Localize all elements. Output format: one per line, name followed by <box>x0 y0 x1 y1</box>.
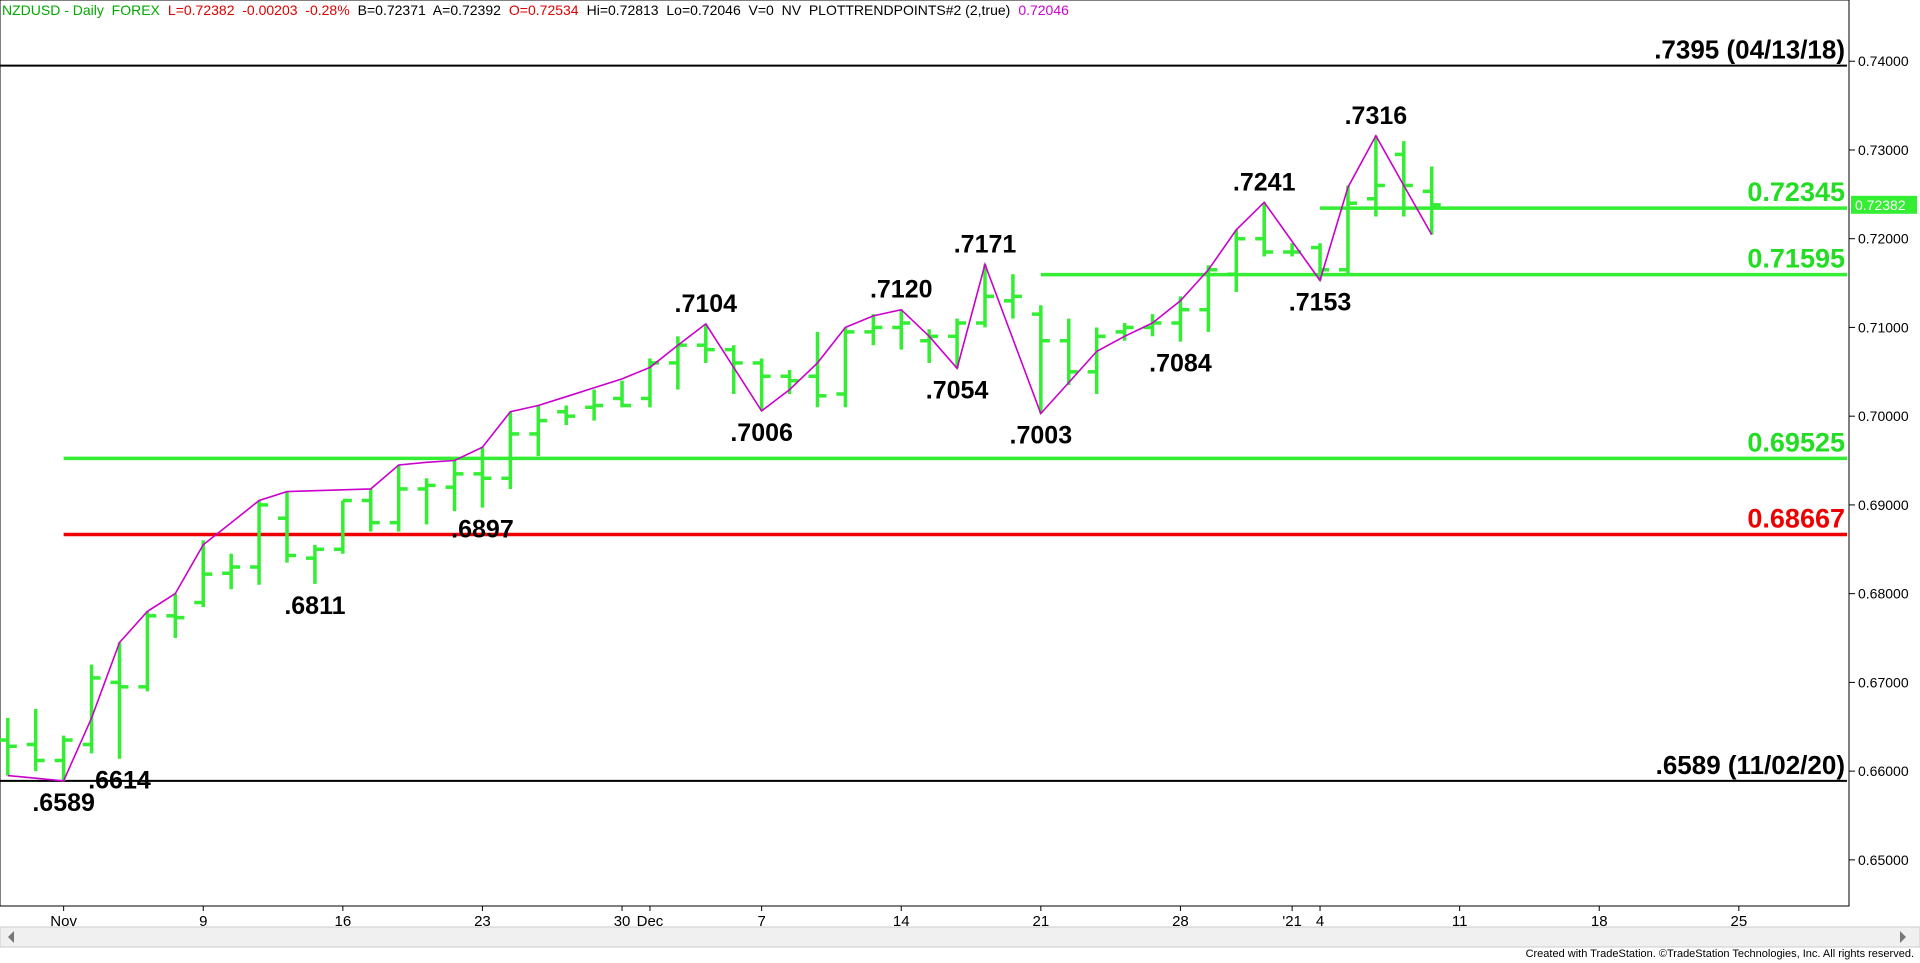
x-tick-label: Nov <box>50 913 77 930</box>
x-tick-label: 28 <box>1172 913 1189 930</box>
plot-area <box>0 0 1850 907</box>
pivot-low-label: .7084 <box>1149 350 1212 378</box>
pivot-low-label: .6897 <box>451 516 514 544</box>
x-tick-label: '21 <box>1282 913 1302 930</box>
y-tick-label: 0.72000 <box>1858 231 1909 247</box>
y-tick-label: 0.67000 <box>1858 674 1909 690</box>
level-label: .7395 (04/13/18) <box>1654 35 1845 65</box>
x-tick-label: 7 <box>757 913 765 930</box>
footer: Created with TradeStation. ©TradeStation… <box>1525 948 1914 960</box>
y-tick-label: 0.71000 <box>1858 319 1909 335</box>
pivot-high-label: .7120 <box>870 276 933 304</box>
trend-line <box>7 134 1433 782</box>
level-label: 0.72345 <box>1747 177 1845 207</box>
x-tick-label: 4 <box>1316 913 1324 930</box>
x-tick-label: 25 <box>1730 913 1747 930</box>
level-label: .6589 (11/02/20) <box>1656 750 1845 780</box>
pivot-low-label: .7153 <box>1289 288 1352 316</box>
y-tick-label: 0.65000 <box>1858 852 1909 868</box>
x-tick-label: 11 <box>1452 913 1468 930</box>
header-item: NZDUSD - Daily FOREX <box>2 2 160 18</box>
x-tick-label: 30 <box>614 913 631 930</box>
x-tick-label: Dec <box>637 913 664 930</box>
x-tick-label: 21 <box>1032 913 1049 930</box>
x-tick-label: 9 <box>199 913 207 930</box>
y-tick-label: 0.70000 <box>1858 408 1909 424</box>
x-tick-label: 23 <box>474 913 491 930</box>
price-tag <box>1851 195 1917 214</box>
pivot-high-label: .7171 <box>954 230 1017 258</box>
scroll-left[interactable] <box>8 931 14 943</box>
x-tick-label: 14 <box>893 913 910 930</box>
pivot-high-label: .7241 <box>1233 168 1296 196</box>
y-tick-label: 0.74000 <box>1858 53 1909 69</box>
x-tick-label: 18 <box>1591 913 1608 930</box>
y-tick-label: 0.68000 <box>1858 586 1909 602</box>
header-item: O=0.72534 <box>508 2 579 18</box>
pivot-low-label: .6811 <box>284 592 345 620</box>
scrollbar[interactable] <box>0 926 1920 948</box>
pivot-high-label: .7104 <box>675 290 738 318</box>
y-tick-label: 0.73000 <box>1858 142 1909 158</box>
header-item: B=0.72371 A=0.72392 <box>357 2 501 18</box>
x-tick-label: 16 <box>334 913 351 930</box>
header-item: Hi=0.72813 Lo=0.72046 V=0 NV PLOTTRENDPO… <box>586 2 1011 18</box>
header-item: L=0.72382 -0.00203 -0.28% <box>167 2 350 18</box>
level-label: 0.69525 <box>1747 427 1845 457</box>
pivot-high-label: .7316 <box>1345 102 1408 130</box>
pivot-low-label: .6589 <box>32 789 95 817</box>
pivot-low-label: .7006 <box>730 419 793 447</box>
header: NZDUSD - Daily FOREX L=0.72382 -0.00203 -… <box>2 2 1077 18</box>
pivot-low-label: .6614 <box>88 767 151 795</box>
level-label: 0.71595 <box>1747 244 1845 274</box>
y-tick-label: 0.66000 <box>1858 763 1909 779</box>
pivot-low-label: .7003 <box>1010 422 1073 450</box>
y-tick-label: 0.69000 <box>1858 497 1909 513</box>
pivot-low-label: .7054 <box>926 376 989 404</box>
level-label: 0.68667 <box>1747 503 1845 533</box>
scroll-right[interactable] <box>1900 931 1906 943</box>
price-tag-label: 0.72382 <box>1855 197 1906 213</box>
header-item: 0.72046 <box>1018 2 1069 18</box>
